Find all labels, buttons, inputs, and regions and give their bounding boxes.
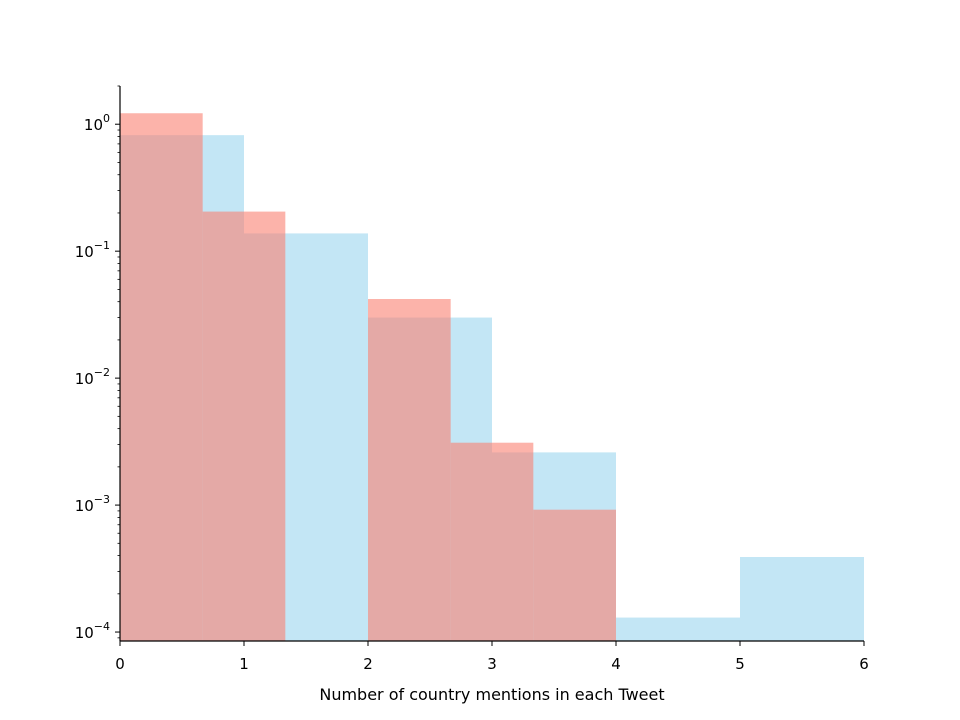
x-tick-label: 5: [735, 655, 745, 673]
x-axis-label: Number of country mentions in each Tweet: [319, 685, 664, 704]
y-tick-label: 10−3: [75, 493, 110, 515]
x-axis-ticks: 0 1 2 3 4 5 6: [115, 641, 869, 673]
bar-series2-bin-5: [450, 442, 534, 641]
bar-series1-bin-6: [740, 557, 864, 641]
y-tick-label: 10−2: [75, 366, 110, 388]
x-tick-label: 3: [487, 655, 497, 673]
y-tick-label: 10−1: [75, 239, 110, 261]
bar-series2-bin-2: [202, 211, 286, 641]
y-axis-ticks: 100 10−1 10−2 10−3 10−4: [75, 112, 120, 642]
bar-series1-bin-5: [616, 617, 740, 641]
bar-series2-bin-4: [368, 299, 451, 641]
x-tick-label: 4: [611, 655, 621, 673]
bar-series2-bin-6: [533, 509, 616, 641]
x-tick-label: 2: [363, 655, 373, 673]
y-tick-label: 10−4: [75, 620, 110, 642]
x-tick-label: 1: [239, 655, 249, 673]
bar-series2-bin-1: [120, 113, 203, 641]
x-tick-label: 0: [115, 655, 125, 673]
bars-layer: [120, 113, 864, 641]
x-tick-label: 6: [859, 655, 869, 673]
y-tick-label: 100: [84, 112, 110, 134]
